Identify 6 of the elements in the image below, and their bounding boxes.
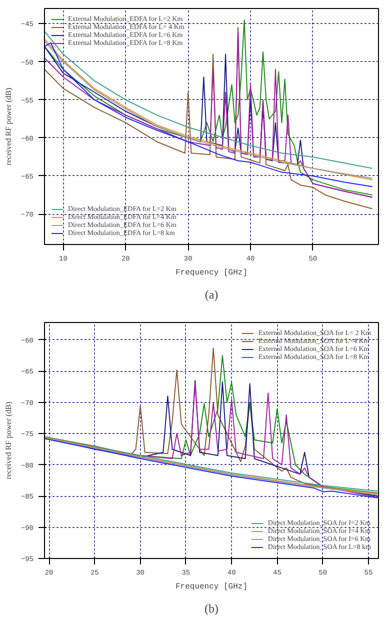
y-axis-title: received RF power (dB) <box>4 401 13 480</box>
y-axis-title: received RF power (dB) <box>4 87 13 166</box>
x-axis-title: Frequency [GHz] <box>175 582 248 592</box>
x-axis-title: Frequency [GHz] <box>175 268 248 278</box>
text: (a) <box>204 288 218 302</box>
text: (b) <box>204 602 219 616</box>
